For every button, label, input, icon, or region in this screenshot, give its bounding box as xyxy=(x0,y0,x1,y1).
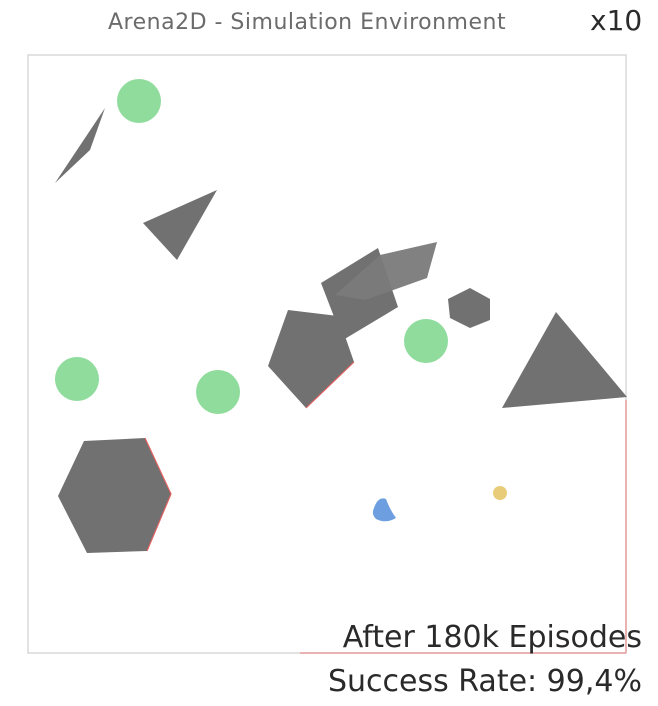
obstacle-hexagon-large xyxy=(58,438,171,553)
obstacle-triangle xyxy=(143,190,217,260)
obstacle-shard xyxy=(55,108,105,183)
obstacle-triangle-large xyxy=(502,312,627,408)
success-rate-caption: Success Rate: 99,4% xyxy=(327,664,642,699)
goal-circle xyxy=(117,79,161,123)
goal-circle xyxy=(404,319,448,363)
obstacle-hexagon-small xyxy=(448,288,490,328)
robot-agent xyxy=(372,498,396,522)
obstacle-wedge xyxy=(335,242,437,300)
goal-circle xyxy=(196,370,240,414)
collision-edge xyxy=(144,437,172,552)
obstacle-pentagon xyxy=(268,310,354,408)
target-dot xyxy=(493,486,507,500)
speed-indicator: x10 xyxy=(590,4,643,37)
episodes-caption: After 180k Episodes xyxy=(342,620,642,655)
collision-edge xyxy=(305,361,355,409)
goal-circle xyxy=(55,357,99,401)
window-title: Arena2D - Simulation Environment xyxy=(108,10,507,35)
